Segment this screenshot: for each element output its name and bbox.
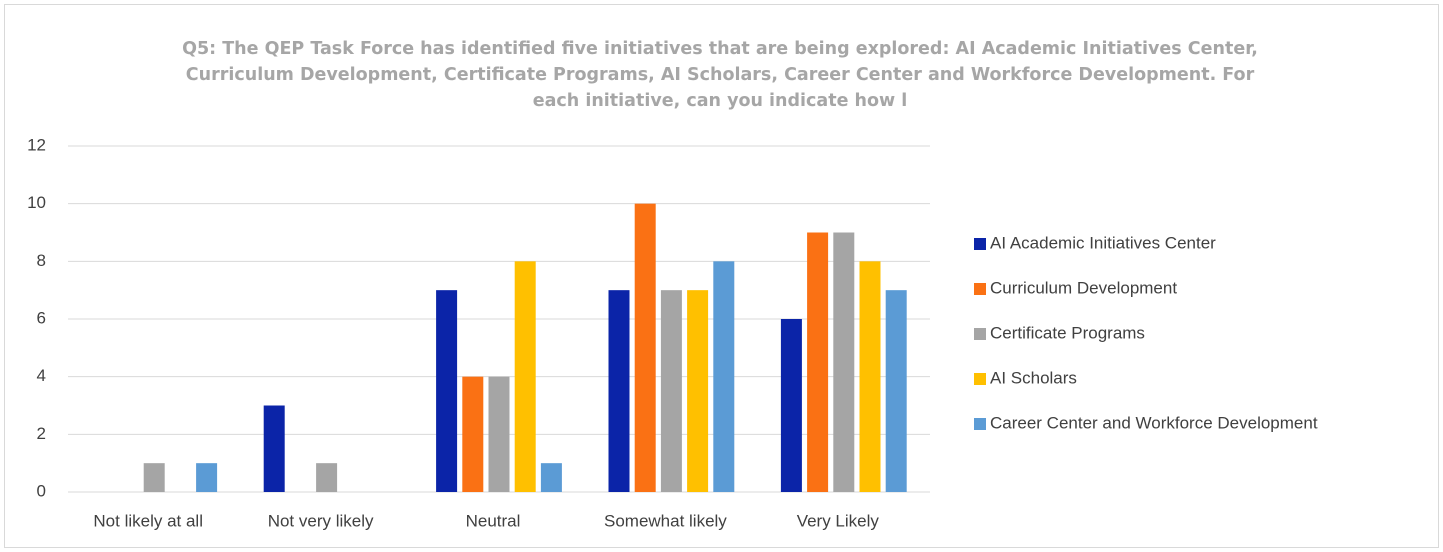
bar [540, 463, 562, 492]
y-tick-label: 12 [27, 135, 46, 154]
bar [514, 261, 536, 492]
y-tick-label: 8 [37, 251, 46, 270]
legend-swatch [974, 328, 986, 340]
bar [660, 290, 682, 492]
legend-swatch [974, 373, 986, 385]
legend-swatch [974, 238, 986, 250]
bar [780, 319, 802, 492]
bar [713, 261, 735, 492]
y-tick-label: 6 [37, 308, 46, 327]
legend-label: AI Scholars [990, 368, 1077, 387]
legend-label: Career Center and Workforce Development [990, 413, 1318, 432]
bar [196, 463, 218, 492]
y-tick-label: 10 [27, 193, 46, 212]
bar [859, 261, 881, 492]
y-tick-label: 2 [37, 424, 46, 443]
y-tick-label: 0 [37, 481, 46, 500]
bar [634, 203, 656, 492]
bar [807, 232, 829, 492]
legend-label: Certificate Programs [990, 323, 1145, 342]
legend-swatch [974, 418, 986, 430]
chart-title: Q5: The QEP Task Force has identified fi… [182, 39, 1258, 111]
y-tick-label: 4 [37, 366, 46, 385]
x-tick-label: Not likely at all [93, 511, 203, 530]
x-tick-label: Not very likely [268, 511, 374, 530]
chart-border [4, 4, 1439, 548]
bar [687, 290, 709, 492]
bar [462, 376, 484, 492]
x-tick-label: Somewhat likely [604, 511, 727, 530]
bar [488, 376, 510, 492]
bar [436, 290, 458, 492]
bar [608, 290, 630, 492]
bar [833, 232, 855, 492]
legend-swatch [974, 283, 986, 295]
x-tick-label: Very Likely [797, 511, 880, 530]
bar [316, 463, 338, 492]
x-tick-label: Neutral [466, 511, 521, 530]
legend-label: AI Academic Initiatives Center [990, 233, 1216, 252]
bar [885, 290, 907, 492]
bar [143, 463, 165, 492]
bar [263, 405, 285, 492]
legend-label: Curriculum Development [990, 278, 1177, 297]
